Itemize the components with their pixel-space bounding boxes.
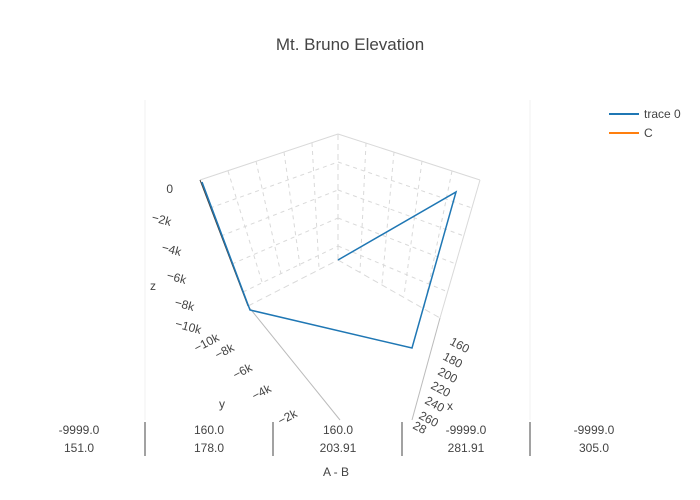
x-axis-title: x	[447, 399, 453, 413]
table-cell-top: 160.0	[194, 423, 224, 437]
legend-label-c[interactable]: C	[644, 126, 653, 140]
z-axis-ticks: 0 −2k −4k −6k −8k −10k	[150, 182, 204, 337]
grid-top-left-edge	[199, 133, 339, 181]
table-cell-top: -9999.0	[446, 423, 487, 437]
y-tick-label: −4k	[249, 381, 274, 403]
grid-wall-left-3	[231, 217, 339, 265]
grid-bottom-right-edge	[337, 259, 441, 319]
legend-label-trace-0[interactable]: trace 0	[644, 107, 681, 121]
table-cell-top: -9999.0	[574, 423, 615, 437]
grid-wall-right-v4	[423, 170, 453, 309]
z-tick-label: −8k	[173, 295, 197, 314]
grid-wall-right-v3	[403, 160, 423, 297]
grid-wall-left-4	[242, 245, 339, 293]
grid-top-right-edge	[337, 133, 481, 181]
data-table: -9999.0 151.0 160.0 178.0 160.0 203.91 -9999.0…	[59, 422, 615, 479]
grid-wall-left-v3	[283, 151, 301, 267]
grid-bottom-left-edge	[247, 259, 339, 307]
table-cell-bottom: 178.0	[194, 441, 224, 455]
table-cell-top: 160.0	[323, 423, 353, 437]
chart-title: Mt. Bruno Elevation	[276, 35, 424, 54]
table-cell-top: -9999.0	[59, 423, 100, 437]
y-axis-ticks: −2k−4k−6k−8k−10k	[192, 330, 301, 428]
grid-wall-left-1	[209, 161, 339, 209]
z-tick-label: −6k	[165, 268, 189, 287]
grid-wall-right-3	[337, 217, 457, 265]
grid-wall-right-4	[337, 245, 449, 293]
grid-wall-right-v1	[359, 142, 367, 273]
table-xlabel: A - B	[323, 465, 349, 479]
grid-wall-left-v1	[227, 170, 263, 283]
table-cells: -9999.0 151.0 160.0 178.0 160.0 203.91 -9999.0…	[59, 423, 615, 455]
x-tick-label: 28	[411, 418, 430, 437]
trace-0-line[interactable]	[201, 181, 458, 349]
grid-wall-left-v4	[311, 142, 320, 269]
legend[interactable]: trace 0 C	[609, 107, 681, 140]
grid-right-vertical	[439, 179, 481, 319]
z-tick-label: −2k	[150, 210, 174, 229]
table-cell-bottom: 305.0	[579, 441, 609, 455]
scene-3d[interactable]: 0−2k−4k−6k−8k−10k −2k−4k−6k−8k−10k 16018…	[144, 100, 531, 437]
y-tick-label: −6k	[230, 360, 255, 382]
grid-wall-left-2	[220, 189, 339, 237]
y-axis-line	[247, 305, 341, 421]
z-axis-title: z	[150, 279, 156, 293]
y-tick-label: −2k	[275, 406, 300, 428]
table-cell-bottom: 151.0	[64, 441, 94, 455]
grid-wall-left-v2	[255, 160, 282, 275]
y-axis-title: y	[219, 397, 225, 411]
table-cell-bottom: 281.91	[448, 441, 485, 455]
z-tick-label: 0	[166, 182, 173, 196]
grid-wall-right-2	[337, 189, 465, 237]
z-tick-label: −4k	[160, 240, 184, 259]
table-cell-bottom: 203.91	[320, 441, 357, 455]
z-tick-label: −10k	[174, 317, 204, 338]
x-axis-line	[411, 317, 441, 421]
grid-wall-right-v2	[381, 151, 395, 285]
grid-wall-right-1	[337, 161, 473, 209]
